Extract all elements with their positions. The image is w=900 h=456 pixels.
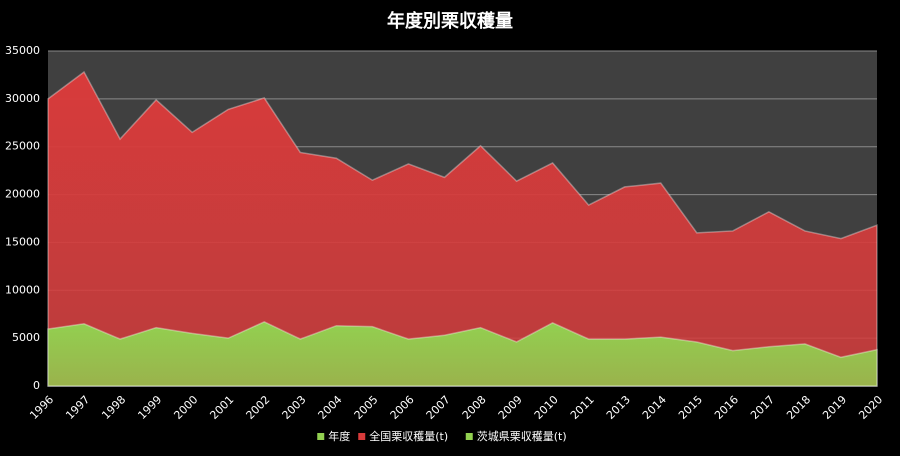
- y-tick-label: 25000: [5, 140, 40, 153]
- y-tick-label: 30000: [5, 92, 40, 105]
- legend-label: 茨城県栗収穫量(t): [477, 429, 567, 443]
- legend-swatch: [465, 433, 473, 440]
- legend-swatch: [358, 433, 366, 440]
- y-tick-label: 15000: [5, 235, 40, 248]
- chart-title: 年度別栗収穫量: [387, 10, 513, 32]
- legend-swatch: [317, 433, 325, 440]
- y-tick-label: 10000: [5, 283, 40, 296]
- y-tick-label: 20000: [5, 188, 40, 201]
- legend-label: 全国栗収穫量(t): [369, 429, 448, 443]
- area: [47, 70, 878, 387]
- area: [47, 321, 878, 387]
- y-tick-label: 0: [33, 379, 40, 392]
- legend-label: 年度: [328, 429, 350, 443]
- y-tick-label: 5000: [12, 331, 40, 344]
- y-tick-label: 35000: [5, 44, 40, 57]
